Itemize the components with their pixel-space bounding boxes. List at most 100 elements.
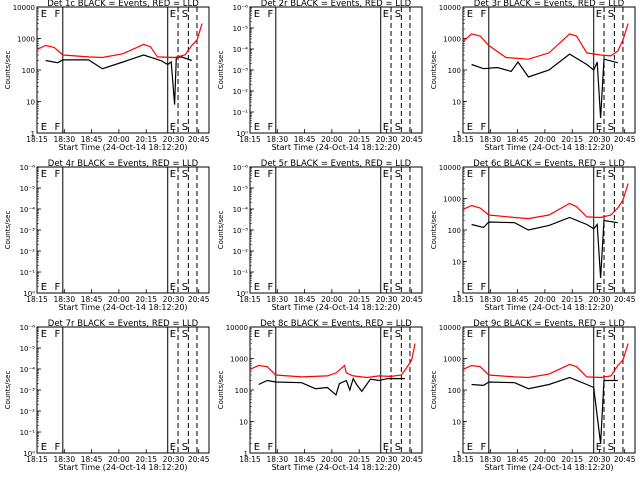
- x-axis-label: Start Time (24-Oct-14 18:12:20): [271, 463, 400, 472]
- y-axis-label: Counts/sec: [4, 371, 12, 410]
- y-tick-label: 10000: [439, 4, 461, 12]
- marker-label-bottom: S: [608, 282, 614, 293]
- marker-label-bottom: S: [182, 442, 188, 453]
- marker-label-top: S: [608, 329, 614, 340]
- marker-label-bottom: E: [383, 122, 389, 133]
- marker-label-bottom: F: [267, 122, 273, 133]
- x-tick-label: 18:30: [266, 455, 288, 464]
- marker-label-top: E: [467, 169, 473, 180]
- y-tick-label: 10⁻⁴: [233, 206, 249, 214]
- marker-label-top: S: [182, 9, 188, 20]
- y-tick-label: 10⁻³: [20, 387, 36, 395]
- y-tick-label: 10000: [439, 164, 461, 172]
- marker-label-bottom: E: [41, 282, 47, 293]
- marker-label-top: F: [480, 329, 486, 340]
- x-axis-label: Start Time (24-Oct-14 18:12:20): [484, 143, 613, 152]
- y-tick-label: 10⁻⁶: [20, 164, 36, 172]
- chart-panel: Det 5r BLACK = Events, RED = LLD Counts/s…: [217, 159, 423, 312]
- x-tick-label: 18:15: [452, 135, 474, 144]
- y-tick-label: 10⁻⁵: [20, 185, 36, 193]
- y-tick-label: 10⁻³: [233, 67, 249, 75]
- marker-label-top: S: [608, 9, 614, 20]
- y-tick-label: 100: [448, 67, 461, 75]
- marker-label-bottom: E: [170, 122, 176, 133]
- y-tick-label: 10⁻⁶: [20, 324, 36, 332]
- x-tick-label: 18:45: [507, 455, 529, 464]
- y-tick-label: 10⁻¹: [233, 109, 249, 117]
- x-tick-label: 20:00: [321, 135, 343, 144]
- marker-label-bottom: F: [54, 442, 60, 453]
- chart-panel: Det 6c BLACK = Events, RED = LLD Counts/s…: [430, 159, 636, 312]
- y-axis-label: Counts/sec: [217, 371, 225, 410]
- marker-label-top: S: [182, 329, 188, 340]
- marker-label-top: E: [596, 169, 602, 180]
- y-tick-label: 10⁻¹: [20, 429, 36, 437]
- chart-title: Det 9c BLACK = Events, RED = LLD: [473, 319, 625, 329]
- marker-label-bottom: E: [383, 282, 389, 293]
- marker-label-top: E: [383, 329, 389, 340]
- y-tick-label: 10: [452, 419, 461, 427]
- y-tick-label: 10⁰: [23, 290, 35, 298]
- chart-panel: Det 3r BLACK = Events, RED = LLD Counts/s…: [430, 0, 636, 152]
- x-tick-label: 18:45: [507, 135, 529, 144]
- marker-label-bottom: E: [467, 442, 473, 453]
- marker-label-top: F: [480, 9, 486, 20]
- chart-title: Det 5r BLACK = Events, RED = LLD: [261, 159, 412, 169]
- x-tick-label: 20:30: [163, 135, 185, 144]
- marker-label-bottom: F: [267, 442, 273, 453]
- x-tick-label: 20:15: [135, 295, 157, 304]
- marker-label-bottom: E: [254, 122, 260, 133]
- marker-label-bottom: F: [480, 282, 486, 293]
- lld-series-line: [462, 343, 629, 379]
- marker-label-bottom: E: [254, 442, 260, 453]
- y-axis-label: Counts/sec: [217, 211, 225, 250]
- y-tick-label: 10: [26, 99, 35, 107]
- y-tick-label: 10⁻²: [20, 248, 36, 256]
- y-tick-label: 10⁻¹: [233, 269, 249, 277]
- x-tick-label: 20:15: [135, 455, 157, 464]
- marker-label-bottom: S: [395, 282, 401, 293]
- x-tick-label: 18:30: [479, 135, 501, 144]
- marker-label-bottom: F: [480, 122, 486, 133]
- x-tick-label: 18:15: [452, 455, 474, 464]
- chart-panel: Det 8c BLACK = Events, RED = LLD Counts/s…: [217, 319, 423, 472]
- y-axis-label: Counts/sec: [4, 211, 12, 250]
- x-axis-label: Start Time (24-Oct-14 18:12:20): [271, 303, 400, 312]
- marker-label-bottom: E: [596, 122, 602, 133]
- y-axis-label: Counts/sec: [430, 51, 438, 90]
- x-axis-label: Start Time (24-Oct-14 18:12:20): [484, 303, 613, 312]
- marker-label-top: E: [170, 169, 176, 180]
- marker-label-top: S: [395, 329, 401, 340]
- y-tick-label: 1: [31, 130, 35, 138]
- x-tick-label: 20:00: [108, 295, 130, 304]
- marker-label-bottom: S: [182, 282, 188, 293]
- y-tick-label: 1: [457, 450, 461, 458]
- marker-label-top: F: [267, 329, 273, 340]
- marker-label-bottom: E: [596, 442, 602, 453]
- y-axis-label: Counts/sec: [430, 371, 438, 410]
- y-tick-label: 10: [452, 99, 461, 107]
- x-tick-label: 20:30: [163, 455, 185, 464]
- lld-series-line: [462, 23, 629, 60]
- x-tick-label: 20:00: [534, 295, 556, 304]
- events-series-line: [471, 53, 618, 119]
- x-tick-label: 20:30: [376, 295, 398, 304]
- marker-label-top: F: [54, 169, 60, 180]
- lld-series-line: [462, 183, 629, 220]
- marker-label-top: E: [170, 329, 176, 340]
- marker-label-top: S: [395, 9, 401, 20]
- y-tick-label: 100: [22, 67, 35, 75]
- chart-title: Det 6c BLACK = Events, RED = LLD: [473, 159, 625, 169]
- y-tick-label: 10000: [13, 4, 35, 12]
- chart-panel: Det 2r BLACK = Events, RED = LLD Counts/s…: [217, 0, 423, 152]
- y-tick-label: 10⁻⁵: [233, 25, 249, 33]
- x-tick-label: 20:00: [534, 455, 556, 464]
- x-tick-label: 18:30: [53, 135, 75, 144]
- y-tick-label: 1: [244, 450, 248, 458]
- x-tick-label: 18:15: [239, 455, 261, 464]
- marker-label-bottom: S: [182, 122, 188, 133]
- x-tick-label: 20:00: [321, 455, 343, 464]
- x-tick-label: 18:30: [53, 455, 75, 464]
- marker-label-bottom: E: [41, 122, 47, 133]
- x-tick-label: 18:45: [294, 135, 316, 144]
